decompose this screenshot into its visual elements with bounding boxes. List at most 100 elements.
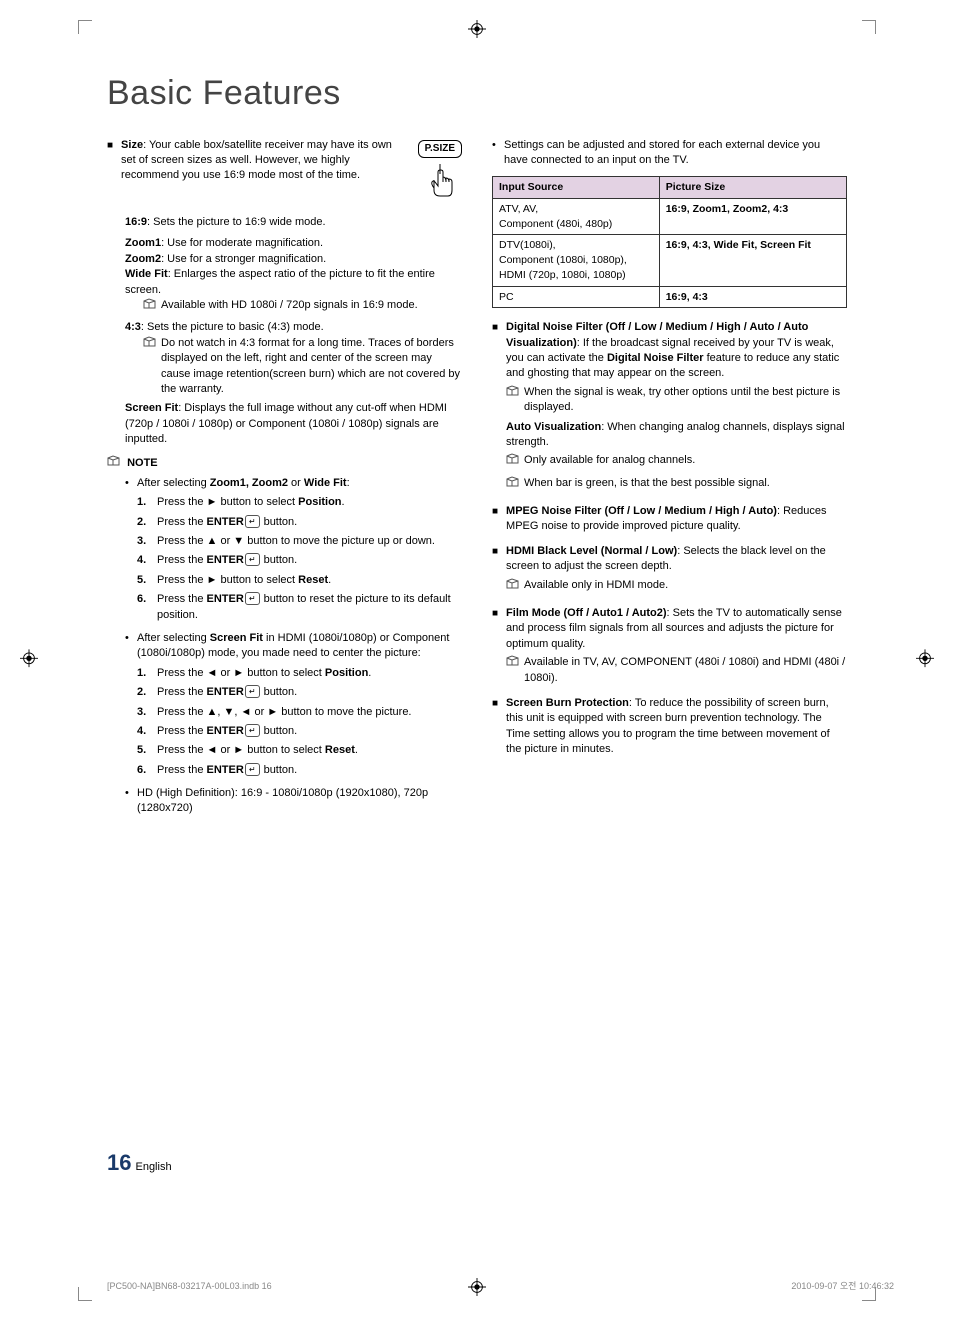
table-cell: PC (493, 286, 660, 308)
after-screenfit-intro: After selecting Screen Fit in HDMI (1080… (137, 631, 462, 662)
dnf-note: When the signal is weak, try other optio… (524, 385, 847, 416)
bullet-icon: • (125, 476, 137, 491)
note-heading: NOTE (127, 457, 158, 469)
step-number: 5. (137, 573, 157, 588)
table-cell: 16:9, Zoom1, Zoom2, 4:3 (659, 199, 846, 235)
bullet-icon: • (492, 138, 504, 169)
widefit-note: Available with HD 1080i / 720p signals i… (161, 298, 462, 316)
zoom1-label: Zoom1 (125, 237, 161, 249)
ratio-43-label: 4:3 (125, 321, 141, 333)
step-number: 6. (137, 763, 157, 778)
step-text: Press the ENTER↵ button. (157, 724, 462, 739)
bullet-icon: ■ (492, 320, 498, 336)
step-text: Press the ENTER↵ button to reset the pic… (157, 592, 462, 623)
table-cell: 16:9, 4:3 (659, 286, 846, 308)
ratio-43-text: : Sets the picture to basic (4:3) mode. (141, 321, 324, 333)
ratio-169-text: : Sets the picture to 16:9 wide mode. (147, 216, 326, 228)
bullet-icon: • (125, 786, 137, 817)
step-text: Press the ENTER↵ button. (157, 553, 462, 568)
step-text: Press the ENTER↵ button. (157, 685, 462, 700)
note-icon (143, 336, 161, 398)
page-title: Basic Features (107, 70, 847, 118)
enter-icon: ↵ (245, 724, 260, 737)
note-icon (506, 476, 524, 494)
note-icon (506, 453, 524, 471)
hdmi-note: Available only in HDMI mode. (524, 578, 847, 596)
step-number: 4. (137, 553, 157, 568)
table-header: Input Source (493, 177, 660, 199)
page-number: 16English (107, 1148, 172, 1179)
table-cell: ATV, AV, Component (480i, 480p) (493, 199, 660, 235)
mpeg-label: MPEG Noise Filter (Off / Low / Medium / … (506, 505, 777, 517)
left-column: ■ P.SIZE Size: Your cable box/satellite … (107, 138, 462, 821)
film-label: Film Mode (Off / Auto1 / Auto2) (506, 607, 667, 619)
step-number: 4. (137, 724, 157, 739)
size-label: Size (121, 139, 143, 151)
bullet-icon: ■ (107, 138, 113, 154)
after-zoom-intro: After selecting Zoom1, Zoom2 or Wide Fit… (137, 476, 462, 491)
table-cell: 16:9, 4:3, Wide Fit, Screen Fit (659, 235, 846, 286)
enter-icon: ↵ (245, 592, 260, 605)
note-icon (107, 455, 120, 468)
film-note: Available in TV, AV, COMPONENT (480i / 1… (524, 655, 847, 686)
step-text: Press the ► button to select Reset. (157, 573, 462, 588)
step-number: 1. (137, 495, 157, 510)
bullet-icon: ■ (492, 696, 498, 712)
crop-mark (78, 20, 92, 34)
registration-mark-icon (468, 1278, 486, 1301)
registration-mark-icon (468, 20, 486, 43)
remote-hand-icon: P.SIZE (418, 140, 462, 209)
sbp-label: Screen Burn Protection (506, 697, 629, 709)
enter-icon: ↵ (245, 763, 260, 776)
step-number: 2. (137, 515, 157, 530)
enter-icon: ↵ (245, 553, 260, 566)
step-text: Press the ► button to select Position. (157, 495, 462, 510)
bullet-icon: ■ (492, 544, 498, 560)
settings-text: Settings can be adjusted and stored for … (504, 138, 847, 169)
size-text: : Your cable box/satellite receiver may … (121, 139, 392, 182)
footer-filename: [PC500-NA]BN68-03217A-00L03.indb 16 (107, 1280, 272, 1293)
note-icon (506, 578, 524, 596)
step-number: 5. (137, 743, 157, 758)
bullet-icon: ■ (492, 606, 498, 622)
step-number: 6. (137, 592, 157, 623)
table-header: Picture Size (659, 177, 846, 199)
note-icon (143, 298, 161, 316)
step-text: Press the ▲, ▼, ◄ or ► button to move th… (157, 705, 462, 720)
ratio-169-label: 16:9 (125, 216, 147, 228)
registration-mark-icon (916, 649, 934, 672)
crop-mark (78, 1287, 92, 1301)
bullet-icon: • (125, 631, 137, 662)
input-picture-table: Input Source Picture Size ATV, AV, Compo… (492, 176, 847, 308)
step-text: Press the ◄ or ► button to select Reset. (157, 743, 462, 758)
registration-mark-icon (20, 649, 38, 672)
note-icon (506, 385, 524, 416)
step-number: 1. (137, 666, 157, 681)
screenfit-label: Screen Fit (125, 402, 178, 414)
step-number: 3. (137, 705, 157, 720)
step-number: 2. (137, 685, 157, 700)
zoom2-label: Zoom2 (125, 253, 161, 265)
note-icon (506, 655, 524, 686)
step-text: Press the ▲ or ▼ button to move the pict… (157, 534, 462, 549)
crop-mark (862, 20, 876, 34)
enter-icon: ↵ (245, 515, 260, 528)
ratio-43-note: Do not watch in 4:3 format for a long ti… (161, 336, 462, 398)
step-text: Press the ◄ or ► button to select Positi… (157, 666, 462, 681)
footer-timestamp: 2010-09-07 오전 10:46:32 (791, 1280, 894, 1293)
bullet-icon: ■ (492, 504, 498, 520)
step-number: 3. (137, 534, 157, 549)
enter-icon: ↵ (245, 685, 260, 698)
av-note1: Only available for analog channels. (524, 453, 847, 471)
av-label: Auto Visualization (506, 421, 601, 433)
av-note2: When bar is green, is that the best poss… (524, 476, 847, 494)
widefit-text: : Enlarges the aspect ratio of the pictu… (125, 268, 435, 295)
table-cell: DTV(1080i), Component (1080i, 1080p), HD… (493, 235, 660, 286)
zoom1-text: : Use for moderate magnification. (161, 237, 323, 249)
zoom2-text: : Use for a stronger magnification. (161, 253, 326, 265)
right-column: • Settings can be adjusted and stored fo… (492, 138, 847, 821)
hd-definition-text: HD (High Definition): 16:9 - 1080i/1080p… (137, 786, 462, 817)
hdmi-label: HDMI Black Level (Normal / Low) (506, 545, 677, 557)
psize-button-label: P.SIZE (418, 140, 462, 158)
step-text: Press the ENTER↵ button. (157, 763, 462, 778)
